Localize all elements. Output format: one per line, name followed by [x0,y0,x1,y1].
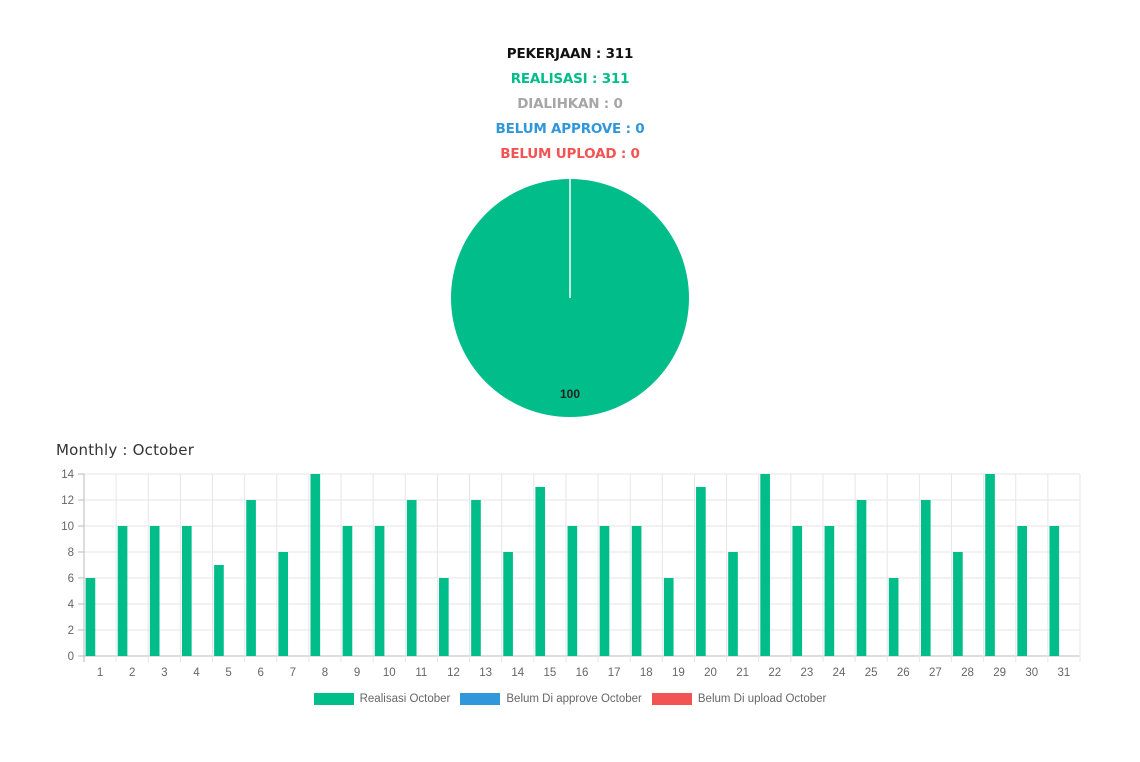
bar-realisasi-october-2[interactable] [117,526,128,656]
pie-data-label: 100 [560,387,580,401]
legend-swatch-belum-approve [460,693,501,705]
bar-realisasi-october-7[interactable] [278,552,289,656]
realisasi-total: REALISASI : 311 [510,71,630,87]
legend-label-belum-approve: Belum Di approve October [506,693,642,705]
x-tick-label: 6 [258,667,264,679]
bar-realisasi-october-6[interactable] [246,500,256,656]
summary-panel: PEKERJAAN : 311 REALISASI : 311 DIALIHKA… [0,42,1140,167]
bar-realisasi-october-8[interactable] [310,474,321,656]
x-tick-label: 13 [479,667,492,679]
x-tick-label: 5 [225,667,231,679]
x-tick-label: 16 [576,667,589,679]
x-tick-label: 25 [865,667,878,679]
bar-realisasi-october-18[interactable] [631,526,642,656]
x-tick-label: 18 [640,667,653,679]
y-tick-label: 14 [61,469,74,481]
legend-swatch-belum-upload [651,693,692,705]
belum-approve-total: BELUM APPROVE : 0 [495,121,645,137]
bar-realisasi-october-26[interactable] [888,578,899,656]
x-tick-label: 26 [897,667,910,679]
bar-realisasi-october-23[interactable] [792,526,803,656]
monthly-title: Monthly : October [56,441,195,459]
bar-realisasi-october-19[interactable] [663,578,674,656]
x-tick-label: 15 [543,667,556,679]
x-tick-label: 20 [704,667,717,679]
bar-realisasi-october-1[interactable] [85,578,96,656]
bar-realisasi-october-9[interactable] [342,526,353,656]
legend-label-belum-upload: Belum Di upload October [697,693,827,705]
bar-realisasi-october-30[interactable] [1017,526,1027,656]
legend-swatch-realisasi [313,693,354,705]
x-tick-label: 14 [511,667,524,679]
bar-realisasi-october-27[interactable] [920,500,931,656]
bar-realisasi-october-31[interactable] [1049,526,1060,656]
x-tick-label: 10 [383,667,396,679]
bar-realisasi-october-25[interactable] [856,500,867,656]
bar-chart-legend: Realisasi October Belum Di approve Octob… [0,693,1140,705]
x-tick-label: 12 [447,667,460,679]
y-tick-label: 12 [61,495,74,507]
bar-realisasi-october-15[interactable] [535,487,546,656]
bar-realisasi-october-22[interactable] [760,474,770,656]
y-tick-label: 8 [68,547,74,559]
bar-realisasi-october-17[interactable] [599,526,610,656]
bar-realisasi-october-24[interactable] [824,526,835,656]
bar-realisasi-october-13[interactable] [471,500,481,656]
bar-realisasi-october-16[interactable] [567,526,578,656]
bar-realisasi-october-3[interactable] [149,526,160,656]
x-tick-label: 29 [993,667,1006,679]
x-tick-label: 3 [161,667,167,679]
x-tick-label: 17 [608,667,621,679]
bar-realisasi-october-20[interactable] [696,487,706,656]
x-tick-label: 8 [322,667,328,679]
x-tick-label: 30 [1025,667,1038,679]
bar-realisasi-october-14[interactable] [503,552,513,656]
legend-label-realisasi: Realisasi October [359,693,451,705]
x-tick-label: 31 [1058,667,1071,679]
x-tick-label: 7 [290,667,296,679]
bar-realisasi-october-12[interactable] [439,578,449,656]
x-tick-label: 1 [97,667,103,679]
y-tick-label: 0 [68,651,74,663]
pekerjaan-total: PEKERJAAN : 311 [506,46,634,62]
bar-chart-container: 0 2 4 6 8 10 12 14 1 2 3 4 5 6 7 8 9 10 11 12 13 14 15 16 17 18 19… [0,460,1140,690]
x-tick-label: 11 [415,667,427,679]
x-tick-label: 4 [193,667,200,679]
bar-realisasi-october-29[interactable] [985,474,995,656]
legend-item-belum-approve[interactable]: Belum Di approve October [460,693,642,705]
x-tick-label: 22 [768,667,781,679]
pie-chart-container: 100 [450,178,690,418]
legend-item-realisasi[interactable]: Realisasi October [313,693,451,705]
y-tick-label: 10 [61,521,74,533]
bar-realisasi-october-10[interactable] [374,526,385,656]
x-tick-label: 28 [961,667,974,679]
y-tick-label: 6 [68,573,74,585]
bar-realisasi-october-21[interactable] [728,552,738,656]
bar-realisasi-october-11[interactable] [406,500,417,656]
x-tick-label: 19 [672,667,685,679]
x-tick-label: 2 [129,667,135,679]
x-tick-label: 9 [354,667,360,679]
bar-realisasi-october-5[interactable] [214,565,224,656]
x-tick-label: 24 [833,667,846,679]
x-tick-label: 23 [801,667,814,679]
y-tick-label: 4 [68,599,75,611]
y-tick-label: 2 [68,625,74,637]
legend-item-belum-upload[interactable]: Belum Di upload October [651,693,827,705]
x-tick-label: 27 [929,667,942,679]
dialihkan-total: DIALIHKAN : 0 [517,96,623,112]
bar-realisasi-october-4[interactable] [181,526,192,656]
pie-chart[interactable]: 100 [450,178,690,418]
belum-upload-total: BELUM UPLOAD : 0 [500,146,640,162]
x-tick-label: 21 [736,667,749,679]
bar-realisasi-october-28[interactable] [953,552,963,656]
